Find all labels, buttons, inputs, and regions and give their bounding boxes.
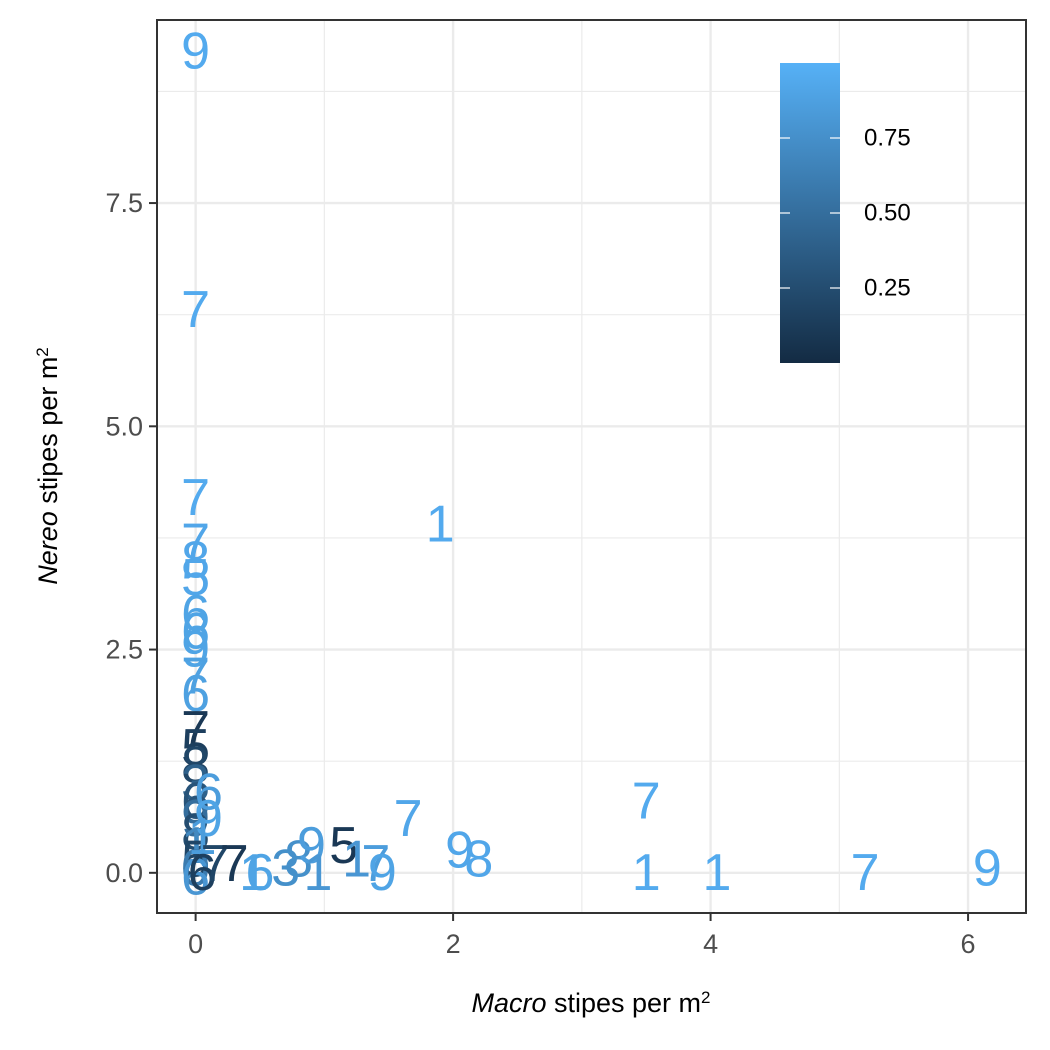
data-point-label: 6 xyxy=(246,844,275,902)
data-point-label: 8 xyxy=(464,830,493,888)
x-axis: 0 2 4 6 xyxy=(188,913,976,959)
data-point-label: 1 xyxy=(188,808,217,866)
data-point-label: 6 xyxy=(194,763,223,821)
data-point-label: 1 xyxy=(632,844,661,902)
data-point-label: 8 xyxy=(181,804,210,862)
y-tick-label: 7.5 xyxy=(105,188,143,218)
colorbar-label: 0.75 xyxy=(864,125,911,152)
data-point-label: 7 xyxy=(394,790,423,848)
data-point-label: 7 xyxy=(361,835,390,893)
data-point-label: 9 xyxy=(181,790,210,848)
data-point-label: 7 xyxy=(181,701,210,759)
x-tick-label: 4 xyxy=(703,929,718,959)
data-point-label: 5 xyxy=(329,817,358,875)
data-point-label: 9 xyxy=(181,621,210,679)
data-point-label: 8 xyxy=(284,830,313,888)
y-axis-title-rest: stipes per m xyxy=(33,357,63,512)
y-tick-label: 0.0 xyxy=(105,858,143,888)
data-point-label: 9 xyxy=(445,821,474,879)
data-points: 9777856697675836981506691677163891517971… xyxy=(181,22,1002,906)
data-point-label: 3 xyxy=(181,755,210,813)
data-point-label: 7 xyxy=(632,772,661,830)
x-axis-title: Macro stipes per m2 xyxy=(471,988,710,1019)
data-point-label: 5 xyxy=(181,830,210,888)
x-axis-title-rest: stipes per m xyxy=(546,988,701,1018)
x-tick-label: 2 xyxy=(446,929,461,959)
data-point-label: 9 xyxy=(368,844,397,902)
y-tick-label: 2.5 xyxy=(105,635,143,665)
data-point-label: 6 xyxy=(181,772,210,830)
data-point-label: 1 xyxy=(239,844,268,902)
data-point-label: 7 xyxy=(181,469,210,527)
data-point-label: 7 xyxy=(851,844,880,902)
data-point-label: 7 xyxy=(220,835,249,893)
x-tick-label: 6 xyxy=(961,929,976,959)
data-point-label: 8 xyxy=(181,737,210,795)
data-point-label: 6 xyxy=(181,603,210,661)
x-tick-label: 0 xyxy=(188,929,203,959)
data-point-label: 1 xyxy=(703,844,732,902)
data-point-label: 6 xyxy=(181,585,210,643)
x-axis-title-sup: 2 xyxy=(701,988,710,1007)
colorbar-ticks: 0.75 0.50 0.25 xyxy=(780,125,911,302)
y-axis-title-sup: 2 xyxy=(33,347,52,356)
y-axis-title-italic: Nereo xyxy=(33,511,63,585)
data-point-label: 6 xyxy=(188,844,217,902)
x-axis-title-italic: Macro xyxy=(471,988,546,1018)
colorbar-label: 0.25 xyxy=(864,275,911,302)
data-point-label: 7 xyxy=(200,835,229,893)
colorbar-legend: 0.75 0.50 0.25 xyxy=(780,63,911,363)
data-point-label: 6 xyxy=(181,848,210,906)
data-point-label: 8 xyxy=(181,531,210,589)
data-point-label: 1 xyxy=(303,844,332,902)
data-point-label: 1 xyxy=(181,817,210,875)
data-point-label: 7 xyxy=(181,647,210,705)
panel-border xyxy=(156,19,1027,914)
data-point-label: 3 xyxy=(271,839,300,897)
y-tick-label: 5.0 xyxy=(105,411,143,441)
data-point-label: 5 xyxy=(181,549,210,607)
data-point-label: 7 xyxy=(181,281,210,339)
data-point-label: 9 xyxy=(973,839,1002,897)
grid-major xyxy=(157,20,1026,913)
data-point-label: 9 xyxy=(297,817,326,875)
colorbar-label: 0.50 xyxy=(864,200,911,227)
data-point-label: 6 xyxy=(181,665,210,723)
y-axis: 0.0 2.5 5.0 7.5 xyxy=(105,188,157,888)
data-point-label: 1 xyxy=(342,830,371,888)
y-axis-title: Nereo stipes per m2 xyxy=(33,347,64,585)
data-point-label: 5 xyxy=(181,719,210,777)
data-point-label: 9 xyxy=(194,790,223,848)
data-point-label: 7 xyxy=(181,513,210,571)
data-point-label: 0 xyxy=(181,839,210,897)
data-point-label: 9 xyxy=(181,22,210,80)
panel-background xyxy=(157,20,1026,913)
data-point-label: 1 xyxy=(426,496,455,554)
